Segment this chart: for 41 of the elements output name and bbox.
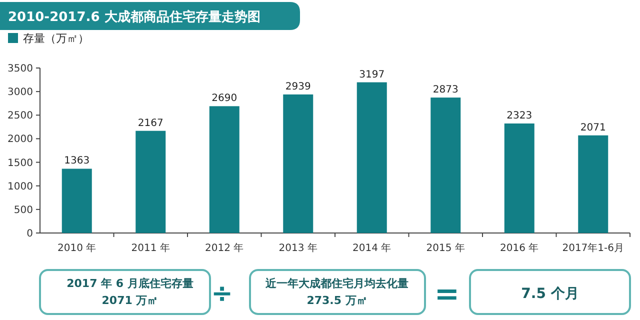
y-tick-label: 0 xyxy=(26,228,33,240)
y-tick-label: 1000 xyxy=(8,181,33,192)
x-tick-label: 2013 年 xyxy=(278,242,318,254)
text: 7.5 个月 xyxy=(521,286,579,302)
bar xyxy=(209,106,240,233)
data-label: 2873 xyxy=(432,84,458,96)
x-tick-label: 2012 年 xyxy=(205,242,244,254)
y-tick-label: 1500 xyxy=(8,158,33,169)
bar xyxy=(578,135,608,233)
bar xyxy=(62,168,92,233)
data-label: 2690 xyxy=(212,93,238,104)
x-tick-label: 2016 年 xyxy=(500,242,539,254)
bar xyxy=(283,94,314,233)
legend-label: 存量（万㎡） xyxy=(23,32,89,45)
text: 2071 万㎡ xyxy=(102,294,158,307)
x-tick-label: 2014 年 xyxy=(352,242,392,254)
data-label: 2323 xyxy=(506,110,532,122)
x-tick-label: 2017年1-6月 xyxy=(562,242,624,254)
bar xyxy=(356,82,387,233)
text: 273.5 万㎡ xyxy=(306,294,368,307)
data-label: 2071 xyxy=(580,122,606,134)
data-label: 2167 xyxy=(138,118,164,129)
y-tick-label: 2500 xyxy=(8,110,33,122)
x-tick-label: 2015 年 xyxy=(426,242,465,254)
bar xyxy=(430,98,461,233)
y-tick-label: 500 xyxy=(14,204,33,216)
y-tick-label: 3000 xyxy=(8,87,33,98)
text: ÷ xyxy=(211,279,233,309)
chart-title: 2010-2017.6 大成都商品住宅存量走势图 xyxy=(8,9,260,25)
text: 近一年大成都住宅月均去化量 xyxy=(264,277,408,290)
data-label: 2939 xyxy=(285,81,311,92)
y-tick-label: 3500 xyxy=(8,64,33,74)
x-tick-label: 2010 年 xyxy=(58,242,96,254)
data-label: 3197 xyxy=(359,69,385,80)
bar xyxy=(136,130,166,233)
data-label: 1363 xyxy=(64,156,90,167)
text: 2017 年 6 月底住宅存量 xyxy=(66,277,194,290)
x-tick-label: 2011 年 xyxy=(131,242,170,254)
bar xyxy=(504,123,534,233)
y-tick-label: 2000 xyxy=(8,134,33,146)
text: = xyxy=(434,277,460,312)
